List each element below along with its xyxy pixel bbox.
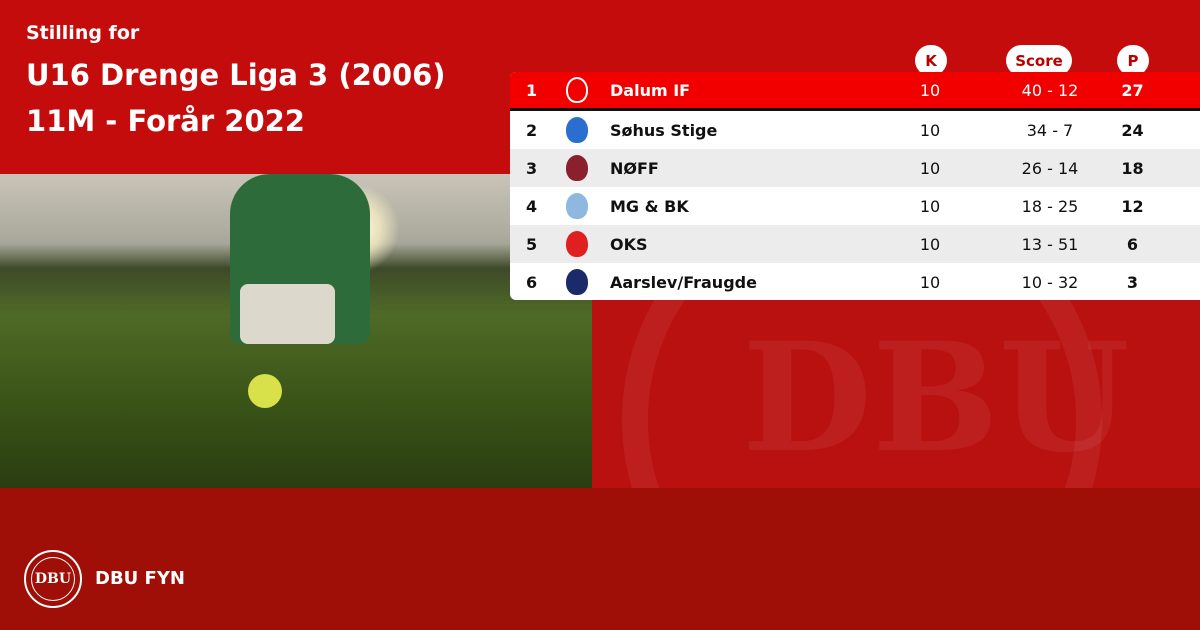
position: 6 — [526, 272, 538, 292]
played: 10 — [919, 158, 941, 178]
table-row[interactable]: 5 OKS 10 13 - 51 6 — [510, 225, 1200, 263]
score: 34 - 7 — [1026, 120, 1074, 140]
points: 12 — [1121, 196, 1144, 216]
points: 27 — [1121, 80, 1144, 100]
played: 10 — [919, 80, 941, 100]
position: 1 — [526, 80, 538, 100]
subtitle: Stilling for — [26, 22, 140, 44]
footer-band — [0, 488, 1200, 630]
football-photo — [0, 174, 592, 488]
player-shorts — [240, 284, 335, 344]
points: 3 — [1126, 272, 1139, 292]
season-title: 11M - Forår 2022 — [26, 104, 305, 138]
position: 2 — [526, 120, 538, 140]
team-crest-icon — [566, 193, 588, 219]
column-header-points: P — [1117, 45, 1149, 76]
score: 40 - 12 — [1021, 80, 1079, 100]
score: 18 - 25 — [1021, 196, 1079, 216]
team-name[interactable]: OKS — [610, 234, 648, 254]
dbu-logo: DBU — [24, 550, 82, 608]
played: 10 — [919, 120, 941, 140]
team-name[interactable]: MG & BK — [610, 196, 689, 216]
team-name[interactable]: Dalum IF — [610, 80, 691, 100]
table-row[interactable]: 2 Søhus Stige 10 34 - 7 24 — [510, 111, 1200, 149]
league-title: U16 Drenge Liga 3 (2006) — [26, 58, 446, 92]
score: 13 - 51 — [1021, 234, 1079, 254]
score: 26 - 14 — [1021, 158, 1079, 178]
watermark-panel: DBU — [592, 300, 1200, 488]
column-header-played: K — [915, 45, 947, 76]
team-name[interactable]: Søhus Stige — [610, 120, 718, 140]
brand-name: DBU FYN — [95, 568, 185, 589]
standings-table: 1 Dalum IF 10 40 - 12 27 2 Søhus Stige 10… — [510, 72, 1200, 300]
table-row[interactable]: 4 MG & BK 10 18 - 25 12 — [510, 187, 1200, 225]
team-crest-icon — [566, 155, 588, 181]
column-header-score: Score — [1006, 45, 1072, 76]
team-name[interactable]: NØFF — [610, 158, 659, 178]
team-crest-icon — [566, 231, 588, 257]
points: 6 — [1126, 234, 1139, 254]
table-row[interactable]: 3 NØFF 10 26 - 14 18 — [510, 149, 1200, 187]
played: 10 — [919, 272, 941, 292]
points: 24 — [1121, 120, 1144, 140]
football — [248, 374, 282, 408]
points: 18 — [1121, 158, 1144, 178]
position: 5 — [526, 234, 538, 254]
table-row[interactable]: 6 Aarslev/Fraugde 10 10 - 32 3 — [510, 263, 1200, 300]
score: 10 - 32 — [1021, 272, 1079, 292]
team-crest-icon — [566, 117, 588, 143]
team-crest-icon — [566, 77, 588, 103]
team-crest-icon — [566, 269, 588, 295]
team-name[interactable]: Aarslev/Fraugde — [610, 272, 757, 292]
table-row[interactable]: 1 Dalum IF 10 40 - 12 27 — [510, 72, 1200, 111]
position: 4 — [526, 196, 538, 216]
position: 3 — [526, 158, 538, 178]
played: 10 — [919, 196, 941, 216]
watermark-logo: DBU — [742, 310, 1130, 486]
played: 10 — [919, 234, 941, 254]
